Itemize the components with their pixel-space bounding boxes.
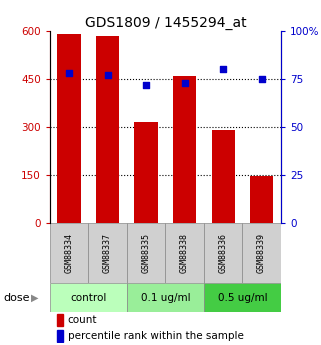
Bar — [250, 176, 273, 223]
Text: dose: dose — [3, 293, 30, 303]
Point — [143, 82, 149, 88]
Title: GDS1809 / 1455294_at: GDS1809 / 1455294_at — [84, 16, 246, 30]
Text: GSM88335: GSM88335 — [142, 233, 151, 273]
Bar — [242, 223, 281, 283]
Bar — [57, 314, 63, 326]
Text: GSM88337: GSM88337 — [103, 233, 112, 273]
Text: GSM88336: GSM88336 — [219, 233, 228, 273]
Bar — [50, 223, 88, 283]
Text: GSM88334: GSM88334 — [65, 233, 74, 273]
Point — [259, 76, 264, 82]
Text: 0.5 ug/ml: 0.5 ug/ml — [218, 293, 267, 303]
Bar — [57, 34, 81, 223]
Bar — [204, 223, 242, 283]
Point — [105, 72, 110, 78]
Point — [221, 67, 226, 72]
Text: percentile rank within the sample: percentile rank within the sample — [68, 331, 244, 341]
Point — [66, 71, 72, 76]
Text: GSM88339: GSM88339 — [257, 233, 266, 273]
Bar — [127, 223, 165, 283]
Bar — [57, 330, 63, 342]
Text: count: count — [68, 315, 97, 325]
Text: ▶: ▶ — [30, 293, 38, 303]
Point — [182, 80, 187, 86]
Bar — [127, 283, 204, 312]
Bar — [173, 76, 196, 223]
Text: GSM88338: GSM88338 — [180, 233, 189, 273]
Bar — [212, 130, 235, 223]
Bar — [96, 36, 119, 223]
Text: 0.1 ug/ml: 0.1 ug/ml — [141, 293, 190, 303]
Bar — [165, 223, 204, 283]
Bar — [204, 283, 281, 312]
Bar — [134, 122, 158, 223]
Text: control: control — [70, 293, 107, 303]
Bar — [50, 283, 127, 312]
Bar — [88, 223, 127, 283]
